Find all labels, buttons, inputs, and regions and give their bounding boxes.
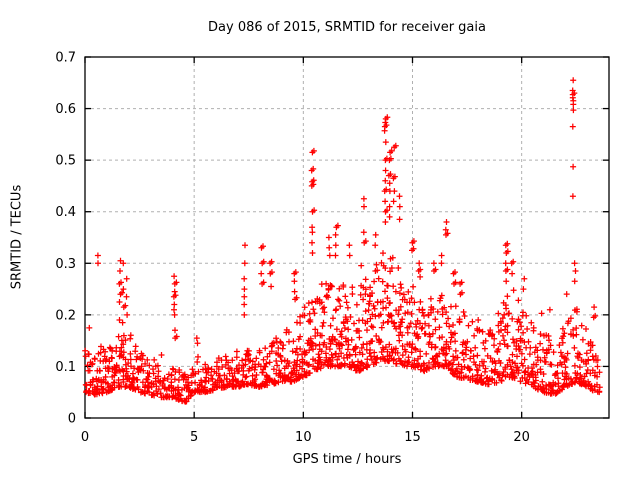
y-tick-label: 0.3 (55, 257, 76, 272)
grid-lines (85, 57, 609, 418)
y-tick-label: 0.4 (55, 205, 76, 220)
y-tick-label: 0 (68, 412, 76, 427)
axes-and-ticks (84, 56, 610, 419)
y-tick-label: 0.6 (55, 102, 76, 117)
y-tick-label: 0.5 (55, 154, 76, 169)
y-tick-label: 0.1 (55, 360, 76, 375)
x-tick-label: 5 (190, 430, 198, 445)
x-axis-label: GPS time / hours (292, 452, 402, 467)
tick-labels: 0 5 10 15 20 0 0.1 0.2 0.3 0.4 0.5 0.6 0.7 (55, 51, 530, 446)
x-tick-label: 15 (404, 430, 421, 445)
x-tick-label: 10 (295, 430, 312, 445)
y-tick-label: 0.7 (55, 51, 76, 66)
x-tick-label: 0 (81, 430, 89, 445)
y-tick-label: 0.2 (55, 308, 76, 323)
chart-title: Day 086 of 2015, SRMTID for receiver gai… (208, 20, 486, 35)
x-tick-label: 20 (513, 430, 530, 445)
data-points (82, 77, 603, 405)
